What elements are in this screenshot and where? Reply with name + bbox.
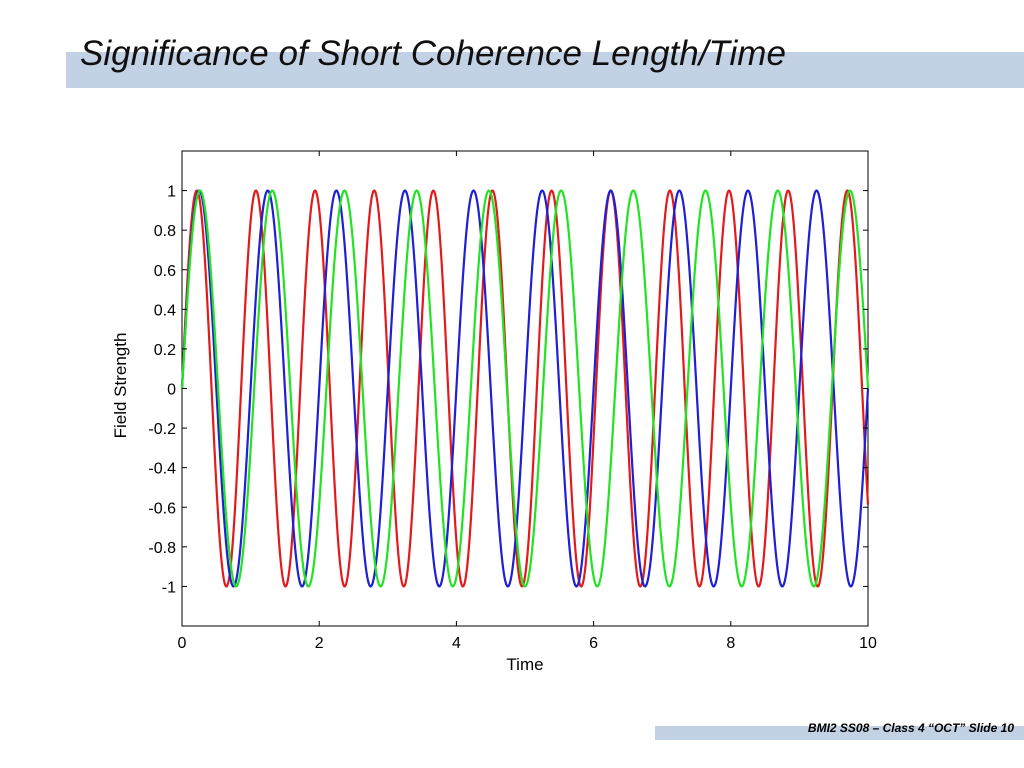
- y-tick-label: -0.8: [148, 540, 176, 557]
- slide-title: Significance of Short Coherence Length/T…: [80, 34, 786, 73]
- line-chart: 0 2 4 6 8 10 1 0.8 0.6 0.4 0.2 0 -0.2 -0.4 -0.6 -0.8 -1 T…: [111, 150, 877, 674]
- y-tick-label: 0.2: [154, 342, 176, 359]
- x-tick-label: 0: [178, 635, 187, 652]
- title-bar: [66, 52, 1024, 88]
- series-line-1: [180, 189, 870, 588]
- footer-bar: [655, 726, 1024, 740]
- x-tick-label: 10: [859, 635, 877, 652]
- x-tick-label: 2: [315, 635, 324, 652]
- y-axis-label: Field Strength: [111, 333, 130, 439]
- x-axis-label: Time: [506, 655, 543, 674]
- y-tick-label: 0.6: [154, 263, 176, 280]
- y-tick-label: -0.6: [148, 500, 176, 517]
- y-tick-label: -0.2: [148, 421, 176, 438]
- y-tick-label: -1: [162, 579, 176, 596]
- y-tick-label: 0: [167, 382, 176, 399]
- y-tick-label: 1: [167, 184, 176, 201]
- x-tick-label: 6: [589, 635, 598, 652]
- x-tick-label: 8: [726, 635, 735, 652]
- y-tick-label: 0.4: [154, 302, 176, 319]
- series-line-0: [180, 189, 870, 588]
- series-line-2: [180, 189, 870, 588]
- x-tick-label: 4: [452, 635, 461, 652]
- footer-text: BMI2 SS08 – Class 4 “OCT” Slide 10: [807, 721, 1014, 735]
- y-tick-label: 0.8: [154, 223, 176, 240]
- y-tick-label: -0.4: [148, 461, 176, 478]
